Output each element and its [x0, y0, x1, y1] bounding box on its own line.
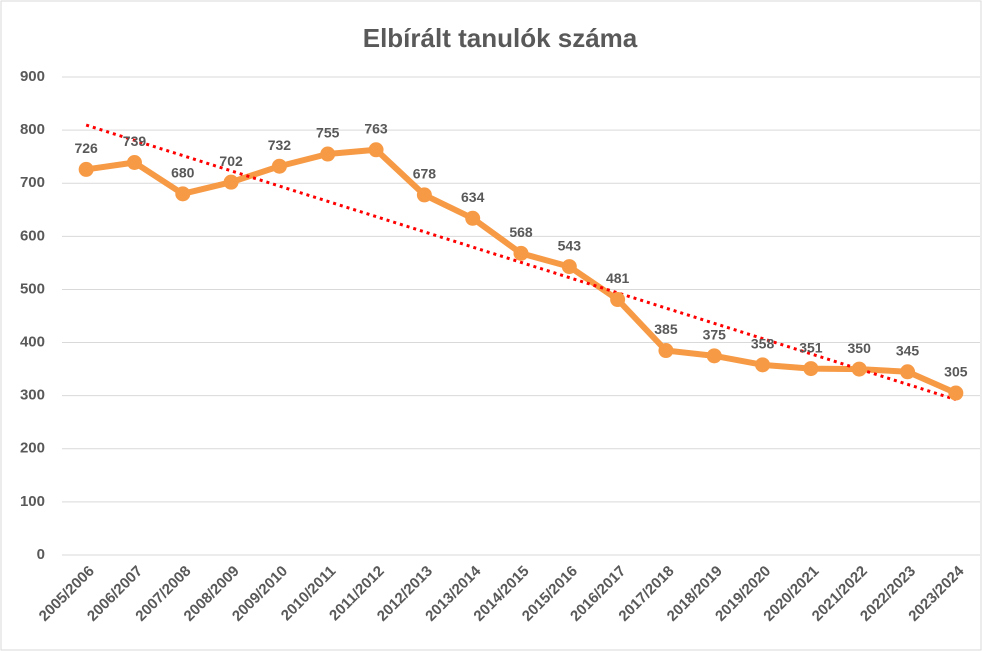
- data-label: 350: [848, 340, 872, 356]
- y-tick-label: 700: [20, 174, 45, 191]
- data-point: [126, 155, 142, 171]
- y-tick-label: 400: [20, 334, 45, 351]
- data-label: 755: [316, 125, 340, 141]
- y-tick-label: 100: [20, 493, 45, 510]
- data-point: [465, 210, 481, 226]
- data-label: 702: [219, 153, 243, 169]
- y-tick-label: 200: [20, 440, 45, 457]
- data-label: 351: [799, 339, 823, 355]
- data-point: [561, 259, 577, 275]
- data-point: [610, 292, 626, 308]
- data-label: 345: [896, 342, 920, 358]
- data-label: 568: [509, 224, 533, 240]
- chart-title: Elbírált tanulók száma: [363, 23, 638, 53]
- data-point: [658, 343, 674, 359]
- data-label: 358: [751, 336, 775, 352]
- data-label: 680: [171, 165, 195, 181]
- trendline: [85, 123, 957, 402]
- y-tick-label: 500: [20, 280, 45, 297]
- data-label: 543: [558, 237, 582, 253]
- data-point: [78, 161, 94, 177]
- data-point: [706, 348, 722, 364]
- data-point: [271, 158, 287, 174]
- data-point: [368, 142, 384, 158]
- y-tick-label: 0: [37, 546, 45, 563]
- data-point: [755, 357, 771, 373]
- y-tick-label: 900: [20, 68, 45, 85]
- data-point: [513, 245, 529, 261]
- data-point: [803, 361, 819, 377]
- data-label: 678: [413, 166, 437, 182]
- data-label: 739: [123, 133, 147, 149]
- data-point: [948, 385, 964, 401]
- data-label: 305: [944, 364, 968, 380]
- y-tick-label: 800: [20, 121, 45, 138]
- data-label: 763: [364, 120, 388, 136]
- y-tick-label: 600: [20, 227, 45, 244]
- data-point: [851, 361, 867, 377]
- y-tick-label: 300: [20, 387, 45, 404]
- data-label: 375: [703, 327, 727, 343]
- data-point: [223, 174, 239, 190]
- data-point: [900, 364, 916, 380]
- data-label: 726: [74, 140, 98, 156]
- data-label: 481: [606, 270, 630, 286]
- data-point: [320, 146, 336, 162]
- data-point: [175, 186, 191, 202]
- data-label: 732: [268, 137, 292, 153]
- data-label: 385: [654, 321, 678, 337]
- data-point: [416, 187, 432, 203]
- data-label: 634: [461, 189, 485, 205]
